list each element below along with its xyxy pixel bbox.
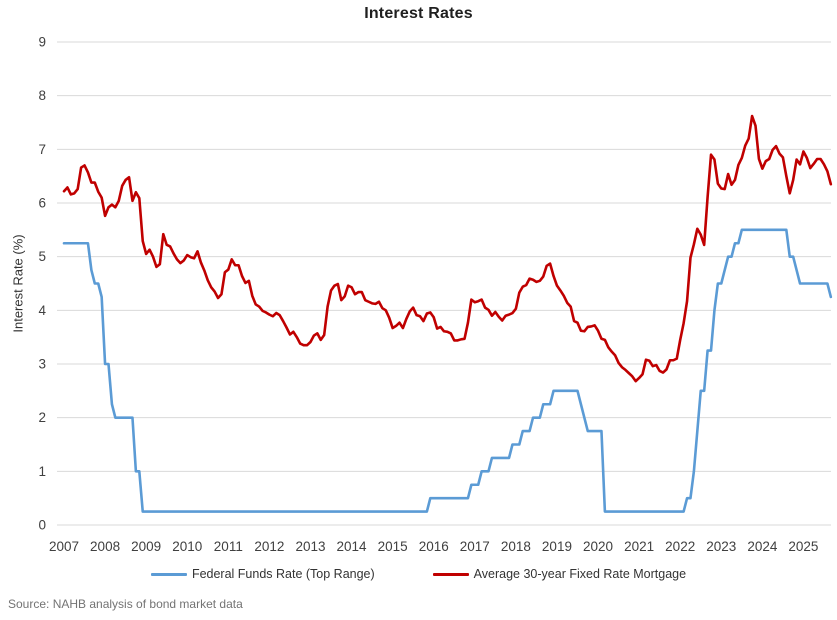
x-tick-label: 2014 — [337, 539, 368, 554]
legend-label: Federal Funds Rate (Top Range) — [191, 567, 375, 581]
y-tick-label: 3 — [38, 357, 46, 372]
x-tick-label: 2008 — [90, 539, 120, 554]
legend-item-federal-funds-rate: Federal Funds Rate (Top Range) — [150, 567, 375, 581]
y-tick-label: 9 — [38, 35, 46, 50]
federal-funds-line-swatch — [150, 572, 187, 576]
x-tick-label: 2018 — [501, 539, 531, 554]
federal-funds-rate-line — [62, 228, 833, 513]
y-tick-label: 5 — [38, 249, 46, 264]
legend-label: Average 30-year Fixed Rate Mortgage — [473, 567, 687, 581]
x-tick-label: 2013 — [295, 539, 325, 554]
x-tick-label: 2011 — [214, 539, 243, 554]
x-tick-label: 2012 — [254, 539, 284, 554]
x-tick-label: 2023 — [706, 539, 736, 554]
y-tick-label: 6 — [38, 196, 46, 211]
x-tick-label: 2025 — [788, 539, 818, 554]
mortgage-rate-line — [62, 114, 833, 383]
legend-item-mortgage-rate: Average 30-year Fixed Rate Mortgage — [432, 567, 687, 581]
source-note: Source: NAHB analysis of bond market dat… — [8, 597, 243, 611]
x-tick-label: 2007 — [49, 539, 79, 554]
x-tick-label: 2019 — [542, 539, 572, 554]
x-tick-label: 2009 — [131, 539, 161, 554]
x-tick-label: 2021 — [624, 539, 654, 554]
x-tick-label: 2015 — [378, 539, 408, 554]
x-tick-label: 2020 — [583, 539, 613, 554]
y-tick-label: 2 — [38, 410, 46, 425]
y-tick-label: 7 — [38, 142, 46, 157]
y-tick-label: 4 — [38, 303, 46, 318]
x-tick-label: 2010 — [172, 539, 202, 554]
legend: Federal Funds Rate (Top Range) Average 3… — [0, 564, 837, 584]
y-tick-label: 0 — [38, 518, 46, 533]
mortgage-line-swatch — [432, 572, 469, 576]
x-tick-label: 2022 — [665, 539, 695, 554]
x-tick-label: 2024 — [747, 539, 778, 554]
x-tick-label: 2017 — [460, 539, 490, 554]
x-tick-label: 2016 — [419, 539, 449, 554]
y-tick-label: 8 — [38, 88, 46, 103]
chart-title: Interest Rates — [364, 5, 473, 22]
y-tick-label: 1 — [38, 464, 46, 479]
